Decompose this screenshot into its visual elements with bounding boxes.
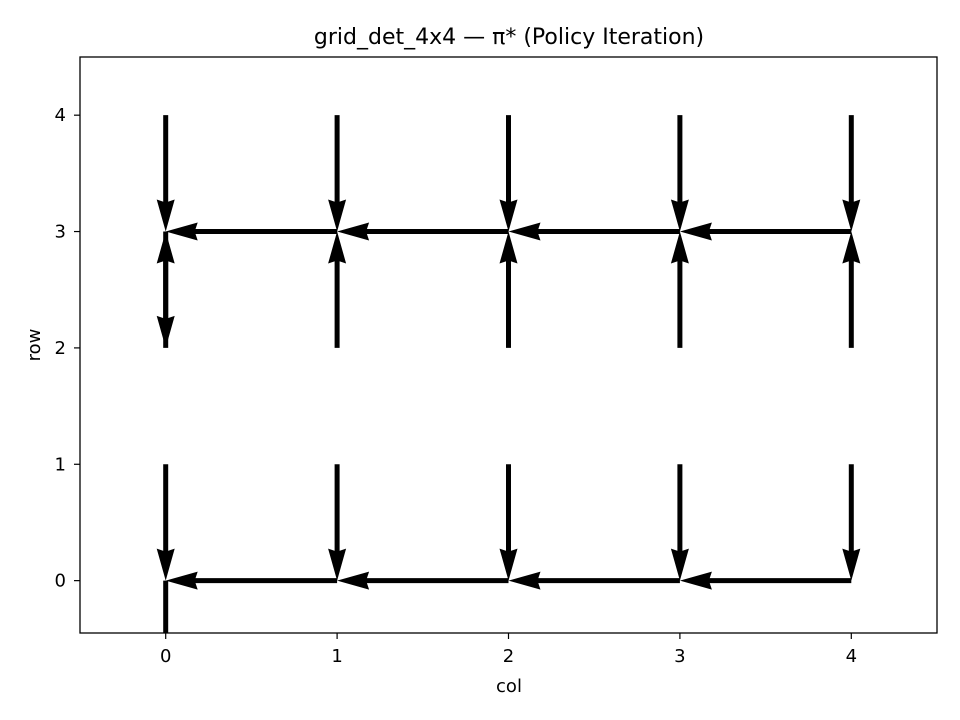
arrow-head xyxy=(842,231,861,264)
policy-arrow xyxy=(842,464,861,581)
x-tick-label: 3 xyxy=(674,646,685,667)
policy-arrow xyxy=(842,115,861,232)
arrow-head xyxy=(499,199,518,232)
policy-arrow xyxy=(165,222,338,241)
arrow-head xyxy=(328,548,347,581)
y-axis-label: row xyxy=(24,329,45,362)
y-tick-label: 0 xyxy=(55,571,66,592)
arrow-head xyxy=(165,222,198,241)
x-tick-label: 0 xyxy=(160,646,171,667)
policy-arrow xyxy=(670,115,689,232)
x-tick-label: 4 xyxy=(846,646,857,667)
y-tick-label: 1 xyxy=(55,454,66,475)
arrow-head xyxy=(499,548,518,581)
y-tick-label: 4 xyxy=(55,105,66,126)
arrow-head xyxy=(670,199,689,232)
policy-arrow xyxy=(508,222,680,241)
x-axis-label: col xyxy=(496,676,522,697)
y-tick-label: 3 xyxy=(55,222,66,243)
x-axis-ticks: 0 1 2 3 4 xyxy=(160,633,857,667)
arrow-head xyxy=(156,315,175,348)
arrow-head xyxy=(156,199,175,232)
policy-arrow xyxy=(328,464,347,581)
arrow-head xyxy=(328,231,347,264)
policy-arrow xyxy=(499,115,518,232)
policy-arrow xyxy=(165,571,338,590)
policy-arrow xyxy=(156,231,175,348)
policy-arrow xyxy=(499,464,518,581)
arrow-layer xyxy=(156,115,861,697)
arrow-head xyxy=(328,199,347,232)
policy-arrow xyxy=(337,222,509,241)
policy-arrow xyxy=(156,115,175,232)
policy-arrow xyxy=(670,231,689,348)
arrow-head xyxy=(670,548,689,581)
policy-arrow xyxy=(328,115,347,232)
policy-arrow xyxy=(508,571,680,590)
arrow-head xyxy=(499,231,518,264)
arrow-head xyxy=(670,231,689,264)
y-axis-ticks: 0 1 2 3 4 xyxy=(55,105,80,592)
x-tick-label: 2 xyxy=(503,646,514,667)
policy-arrow xyxy=(157,580,175,697)
policy-arrow xyxy=(679,571,852,590)
policy-arrow xyxy=(156,464,175,581)
chart-title: grid_det_4x4 — π* (Policy Iteration) xyxy=(314,25,704,50)
policy-arrow xyxy=(328,231,347,348)
policy-arrow xyxy=(842,231,861,348)
policy-arrow xyxy=(337,571,509,590)
policy-arrow xyxy=(679,222,852,241)
arrow-head xyxy=(337,571,370,590)
x-tick-label: 1 xyxy=(331,646,342,667)
arrow-head xyxy=(679,222,712,241)
policy-arrow xyxy=(670,464,689,581)
arrow-head xyxy=(165,571,198,590)
arrow-head xyxy=(842,199,861,232)
arrow-head xyxy=(337,222,370,241)
arrow-head xyxy=(508,222,541,241)
arrow-head xyxy=(157,665,175,697)
arrow-head xyxy=(508,571,541,590)
policy-arrow xyxy=(499,231,518,348)
arrow-head xyxy=(156,548,175,581)
arrow-head xyxy=(842,548,861,581)
y-tick-label: 2 xyxy=(55,338,66,359)
arrow-head xyxy=(679,571,712,590)
